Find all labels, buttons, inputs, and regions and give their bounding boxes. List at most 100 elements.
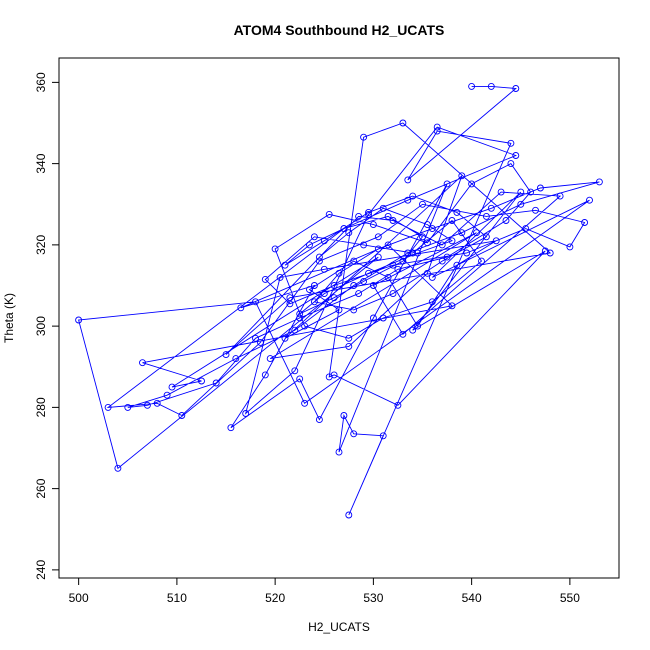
data-point (409, 249, 417, 257)
data-point (419, 200, 426, 208)
data-point (482, 233, 490, 241)
data-point (394, 401, 402, 409)
data-point (468, 82, 476, 90)
data-point (114, 464, 122, 472)
data-point (448, 302, 456, 310)
data-point (512, 85, 520, 92)
data-point (536, 184, 544, 192)
y-axis: 240 260 280 300 320 340 360 (34, 72, 60, 580)
data-point (404, 249, 412, 257)
data-point (301, 322, 309, 330)
data-point (507, 139, 515, 147)
data-point (310, 233, 318, 241)
data-point (330, 294, 338, 302)
data-point (178, 412, 186, 419)
data-point (301, 399, 309, 407)
data-point (315, 416, 323, 424)
data-point (365, 269, 372, 277)
data-point (384, 241, 392, 249)
data-point (443, 180, 451, 188)
data-point (296, 314, 304, 322)
data-point (360, 241, 368, 249)
data-point (350, 282, 358, 289)
data-point (281, 261, 289, 269)
data-point (433, 127, 441, 135)
data-point (423, 269, 431, 277)
data-point (291, 367, 299, 375)
data-point (487, 204, 495, 212)
x-tick-label: 500 (69, 591, 89, 605)
data-point (414, 249, 422, 257)
y-tick-label: 300 (34, 316, 48, 336)
y-axis-title: Theta (K) (2, 293, 16, 343)
data-point (350, 257, 358, 265)
data-point (355, 212, 363, 220)
data-point (438, 257, 446, 265)
data-point (458, 172, 466, 180)
data-point (360, 277, 368, 285)
data-point (325, 373, 333, 381)
data-point (374, 245, 382, 253)
data-point (414, 322, 422, 330)
data-point (242, 410, 250, 417)
data-point (487, 82, 495, 90)
x-axis-title: H2_UCATS (308, 620, 370, 634)
x-tick-label: 530 (363, 591, 383, 605)
data-point (443, 253, 451, 261)
data-point (389, 290, 397, 298)
data-point (384, 273, 392, 281)
data-point (291, 326, 299, 334)
data-point (340, 412, 348, 419)
data-point (409, 326, 417, 334)
data-point (369, 282, 377, 289)
data-point (252, 334, 259, 342)
data-point (330, 282, 338, 289)
data-point (256, 338, 264, 346)
data-point (512, 152, 520, 159)
data-point (335, 269, 343, 277)
x-tick-label: 540 (462, 591, 482, 605)
data-point (320, 237, 328, 245)
data-point (428, 298, 436, 306)
data-point (527, 188, 535, 196)
data-point (296, 310, 304, 318)
data-point (517, 200, 525, 208)
data-point (492, 237, 500, 245)
data-point (478, 257, 485, 265)
data-point (369, 314, 377, 322)
data-point (75, 316, 83, 324)
data-point (315, 253, 323, 261)
data-point (286, 300, 294, 308)
data-point (232, 355, 240, 363)
data-point (315, 257, 323, 265)
x-tick-label: 510 (167, 591, 187, 605)
data-point (360, 133, 368, 141)
data-point (389, 261, 397, 269)
data-point (581, 219, 589, 226)
data-point (463, 249, 471, 257)
data-point (497, 188, 505, 196)
y-tick-label: 280 (34, 397, 48, 417)
data-point (399, 330, 407, 338)
data-point (345, 511, 353, 519)
data-point (310, 298, 318, 306)
data-point (212, 379, 220, 387)
data-point (276, 273, 284, 281)
data-point (423, 221, 431, 229)
data-point (345, 334, 353, 342)
data-point (222, 351, 230, 359)
data-point (522, 225, 530, 233)
data-point (281, 334, 289, 342)
data-point (428, 273, 436, 281)
data-point (468, 180, 476, 188)
data-point (473, 229, 480, 237)
data-point (168, 383, 176, 391)
data-point (350, 430, 358, 438)
data-point (502, 217, 510, 224)
series-layer (75, 82, 603, 519)
data-point (399, 119, 407, 127)
data-point (379, 432, 387, 440)
data-point (369, 221, 377, 229)
y-tick-label: 260 (34, 478, 48, 498)
